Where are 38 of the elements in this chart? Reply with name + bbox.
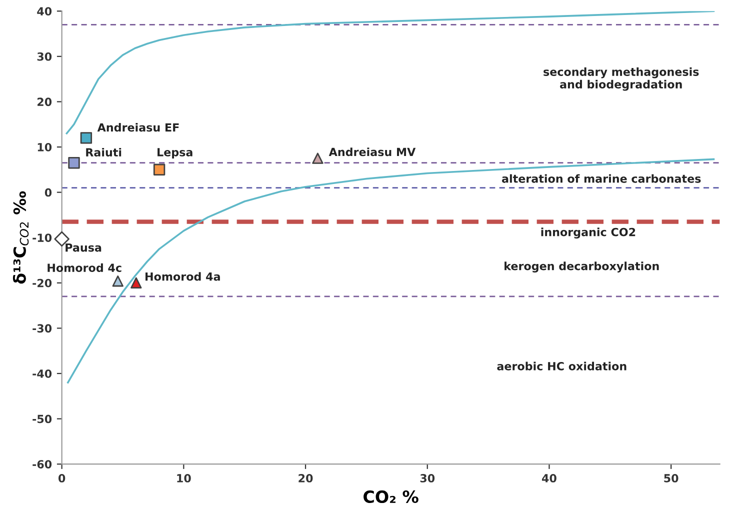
y-axis-title: δ¹³C$_{CO2}$ ‰ xyxy=(12,191,29,284)
y-tick-label: -10 xyxy=(32,234,52,242)
point xyxy=(153,164,166,176)
series-label: Andreiasu EF xyxy=(97,123,179,132)
x-tick-label: 0 xyxy=(58,474,66,482)
y-tick-label: -20 xyxy=(32,278,52,288)
y-tick-label: -40 xyxy=(32,369,52,378)
series-label: Andreiasu MV xyxy=(328,148,416,156)
annotation: alteration of marine carbonates xyxy=(502,174,701,183)
annotation: kerogen decarboxylation xyxy=(504,262,659,272)
y-tick-label: 30 xyxy=(37,52,52,61)
x-tick-label: 30 xyxy=(420,474,435,482)
y-tick-label: 20 xyxy=(38,98,52,106)
series-label: Homorod 4a xyxy=(146,272,220,281)
point xyxy=(80,132,92,144)
annotation: secondary methagonesis and biodegradation xyxy=(544,67,699,91)
series-label: Lepsa xyxy=(158,148,192,159)
series-label: Raiuti xyxy=(86,148,122,157)
series-label: Homorod 4c xyxy=(48,263,122,272)
y-tick-label: 0 xyxy=(44,188,52,197)
x-axis-title: CO₂ % xyxy=(364,490,418,504)
point xyxy=(130,277,142,289)
y-tick-label: -30 xyxy=(32,324,52,333)
annotation: aerobic HC oxidation xyxy=(497,362,626,370)
series-label: Pausa xyxy=(66,243,102,252)
y-tick-label: 10 xyxy=(38,142,52,152)
x-tick-label: 40 xyxy=(542,474,556,482)
x-tick-label: 20 xyxy=(298,474,313,482)
x-tick-label: 10 xyxy=(177,474,191,482)
point xyxy=(312,152,324,164)
y-tick-label: -60 xyxy=(32,460,52,468)
line-series xyxy=(66,11,715,134)
point xyxy=(68,157,80,169)
y-tick-label: -50 xyxy=(32,414,52,424)
x-tick-label: 50 xyxy=(664,474,678,482)
point xyxy=(112,275,124,287)
y-tick-label: 40 xyxy=(37,7,52,16)
annotation: innorganic CO2 xyxy=(541,228,636,238)
